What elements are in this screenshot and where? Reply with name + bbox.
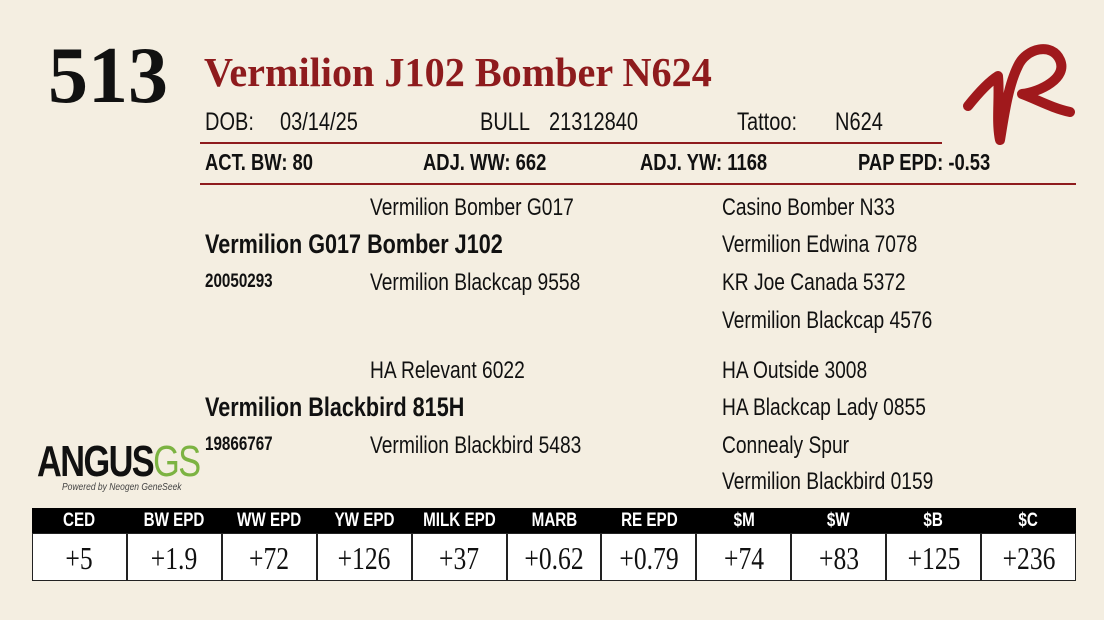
epd-header-text: MILK EPD (422, 510, 496, 531)
dam-dam: Vermilion Blackbird 5483 (370, 432, 582, 459)
logo-main: ANGUSGS (37, 437, 201, 486)
epd-header: RE EPD (601, 508, 697, 533)
epd-column: YW EPD +126 (316, 508, 412, 582)
divider (200, 142, 942, 144)
epd-cell: +5 (32, 533, 127, 581)
dam-name: Vermilion Blackbird 815H (205, 392, 465, 422)
epd-header-text: $C (1018, 510, 1039, 531)
logo-text: ANGUS (37, 437, 155, 486)
epd-column: MARB EPD+0.62 (506, 508, 602, 582)
epd-cell: +1.9 (126, 533, 222, 581)
epd-header: $C (981, 508, 1076, 533)
epd-header-text: $W (827, 510, 851, 531)
epd-header-text: RE EPD (620, 510, 678, 531)
logo-tagline: Powered by Neogen GeneSeek (62, 482, 182, 493)
epd-header: WW EPD (221, 508, 317, 533)
epd-value: +0.79 (619, 540, 679, 576)
epd-cell: +126 (316, 533, 412, 581)
epd-column: $C +236 (981, 508, 1076, 582)
epd-value: +37 (439, 540, 480, 576)
ancestor: Vermilion Blackbird 0159 (722, 468, 934, 495)
epd-cell: +72 (221, 533, 317, 581)
epd-cell: +236 (981, 533, 1076, 581)
epd-value: +1.9 (151, 540, 198, 576)
info-label: DOB: (205, 108, 254, 136)
divider (200, 183, 1076, 185)
dam-sire: HA Relevant 6022 (370, 357, 525, 384)
epd-header-text: YW EPD (334, 510, 395, 531)
epd-value: +0.62 (524, 540, 584, 576)
epd-cell: +74 (696, 533, 792, 581)
epd-header-text: $M (733, 510, 755, 531)
stat: ACT. BW: 80 (205, 149, 314, 175)
epd-header: BW EPD (126, 508, 222, 533)
logo-accent: GS (153, 437, 201, 486)
epd-header: $B (886, 508, 982, 533)
brand-mark (963, 44, 1075, 145)
brand-logo (963, 44, 1075, 145)
info-label: BULL (480, 108, 531, 136)
epd-column: $B +125 (886, 508, 982, 582)
epd-header-text: $B (923, 510, 944, 531)
lot-number: 513 (48, 32, 168, 120)
epd-header: $M (696, 508, 792, 533)
epd-cell: +125 (886, 533, 982, 581)
epd-column: CED +5 (32, 508, 127, 582)
sire-sire: Vermilion Bomber G017 (370, 194, 574, 221)
epd-cell: +83 (791, 533, 887, 581)
epd-value: +126 (337, 540, 391, 576)
sire-name: Vermilion G017 Bomber J102 (205, 229, 503, 259)
animal-name: Vermilion J102 Bomber N624 (204, 49, 712, 95)
info-label: Tattoo: (737, 108, 798, 136)
info-value: 03/14/25 (280, 108, 358, 136)
epd-value: +74 (723, 540, 764, 576)
epd-header: $W (791, 508, 887, 533)
stat: PAP EPD: -0.53 (858, 149, 991, 175)
epd-column: WW EPD +72 (221, 508, 317, 582)
epd-cell: +0.79 (601, 533, 697, 581)
epd-value: +236 (1002, 540, 1055, 576)
stat: ADJ. WW: 662 (423, 149, 547, 175)
ancestor: Casino Bomber N33 (722, 194, 895, 221)
epd-cell: +37 (411, 533, 507, 581)
ancestor: Vermilion Edwina 7078 (722, 231, 918, 258)
ancestor: HA Outside 3008 (722, 357, 868, 384)
sire-reg: 20050293 (205, 271, 273, 292)
epd-value: +5 (65, 540, 94, 576)
dam-reg: 19866767 (205, 434, 273, 455)
ancestor: HA Blackcap Lady 0855 (722, 394, 926, 421)
ancestor: Vermilion Blackcap 4576 (722, 307, 933, 334)
epd-value: +72 (249, 540, 290, 576)
epd-cell: +0.62 (506, 533, 602, 581)
info-value: 21312840 (549, 108, 638, 136)
epd-header: CED (32, 508, 127, 533)
epd-column: BW EPD +1.9 (126, 508, 222, 582)
epd-column: RE EPD +0.79 (601, 508, 697, 582)
epd-column: $M +74 (696, 508, 792, 582)
epd-value: +83 (818, 540, 859, 576)
ancestor: Connealy Spur (722, 432, 850, 459)
epd-header: MARB EPD (506, 508, 602, 556)
epd-header: YW EPD (316, 508, 412, 533)
sire-dam: Vermilion Blackcap 9558 (370, 269, 581, 296)
epd-header-text: WW EPD (237, 510, 302, 531)
epd-value: +125 (907, 540, 961, 576)
epd-column: $W +83 (791, 508, 887, 582)
epd-header-text: CED (63, 510, 96, 531)
ancestor: KR Joe Canada 5372 (722, 269, 906, 296)
epd-header-text: BW EPD (143, 510, 205, 531)
info-value: N624 (835, 108, 883, 136)
epd-column: MILK EPD +37 (411, 508, 507, 582)
stat: ADJ. YW: 1168 (640, 149, 768, 175)
epd-header: MILK EPD (411, 508, 507, 533)
